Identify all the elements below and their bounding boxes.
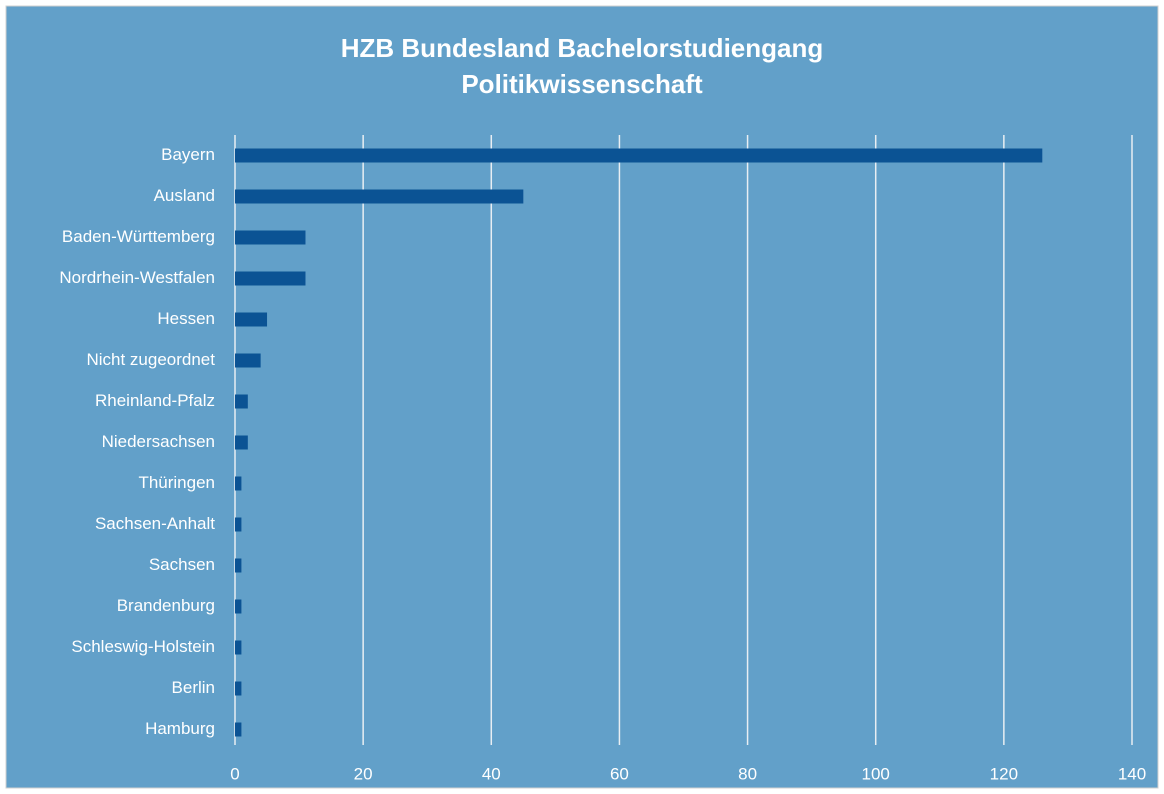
bar — [235, 312, 268, 327]
x-tick-label: 20 — [354, 764, 373, 783]
y-tick-label: Ausland — [154, 186, 215, 205]
y-tick-label: Sachsen — [149, 555, 215, 574]
bar — [235, 230, 306, 245]
bar — [235, 476, 242, 491]
chart-background — [5, 5, 1159, 789]
y-tick-label: Baden-Württemberg — [62, 227, 215, 246]
x-tick-label: 140 — [1118, 764, 1146, 783]
y-tick-label: Brandenburg — [117, 596, 215, 615]
chart-title: HZB Bundesland Bachelorstudiengang Polit… — [340, 33, 824, 99]
y-tick-label: Sachsen-Anhalt — [95, 514, 215, 533]
y-tick-label: Rheinland-Pfalz — [95, 391, 215, 410]
y-tick-label: Hamburg — [145, 719, 215, 738]
y-tick-label: Berlin — [172, 678, 215, 697]
y-tick-label: Hessen — [157, 309, 215, 328]
bar — [235, 394, 248, 409]
bar — [235, 435, 248, 450]
x-tick-label: 40 — [482, 764, 501, 783]
bar — [235, 189, 524, 204]
x-tick-label: 120 — [990, 764, 1018, 783]
y-tick-label: Bayern — [161, 145, 215, 164]
x-tick-label: 80 — [738, 764, 757, 783]
y-tick-label: Niedersachsen — [102, 432, 215, 451]
y-tick-label: Thüringen — [138, 473, 215, 492]
bar — [235, 148, 1043, 163]
bar — [235, 640, 242, 655]
bar — [235, 353, 261, 368]
y-tick-label: Nicht zugeordnet — [86, 350, 215, 369]
x-tick-label: 60 — [610, 764, 629, 783]
bar — [235, 271, 306, 286]
bar — [235, 558, 242, 573]
y-tick-label: Nordrhein-Westfalen — [59, 268, 215, 287]
bar — [235, 722, 242, 737]
x-tick-label: 0 — [230, 764, 239, 783]
bar — [235, 599, 242, 614]
bar — [235, 517, 242, 532]
y-tick-label: Schleswig-Holstein — [71, 637, 215, 656]
x-tick-label: 100 — [862, 764, 890, 783]
bar — [235, 681, 242, 696]
